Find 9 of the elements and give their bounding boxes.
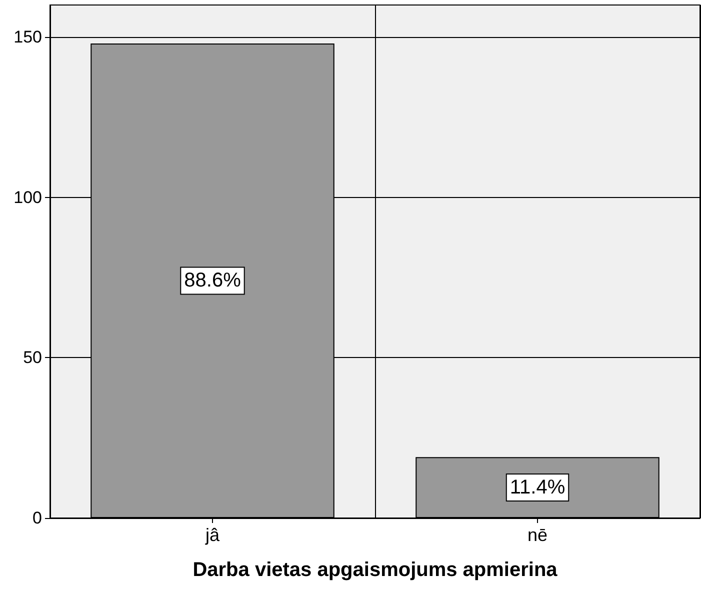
- y-tick-label: 0: [32, 508, 42, 528]
- annotation: 88.6%: [184, 270, 242, 292]
- annotation: 11.4%: [510, 476, 566, 499]
- x-tick-label: jâ: [204, 525, 220, 545]
- x-tick-label: nē: [527, 525, 548, 545]
- y-tick-label: 50: [23, 348, 42, 368]
- y-tick-label: 150: [14, 28, 42, 47]
- y-tick-label: 100: [14, 188, 42, 207]
- x-axis-title: Darba vietas apgaismojums apmierina: [192, 559, 558, 581]
